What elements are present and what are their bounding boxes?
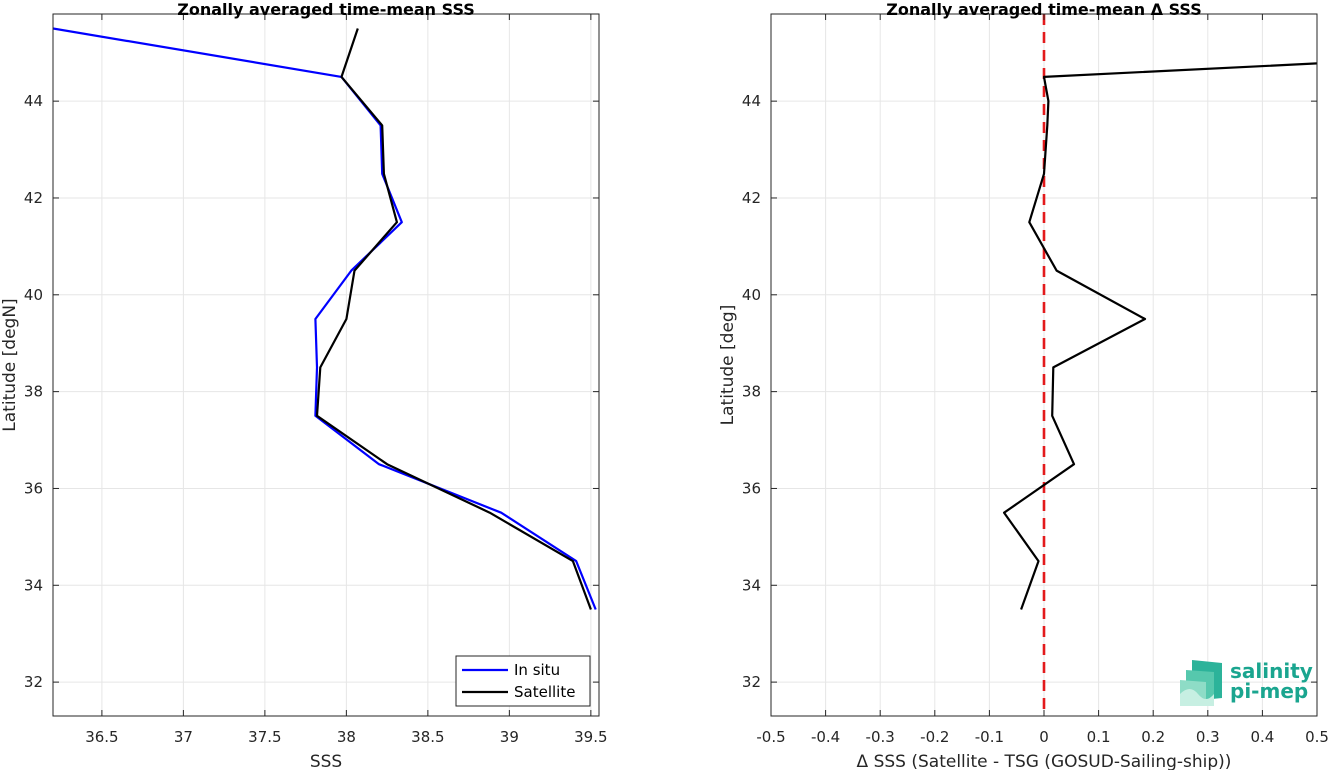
y-tick-label: 34	[742, 576, 761, 594]
y-tick-label: 32	[24, 673, 43, 691]
x-tick-label: -0.1	[975, 728, 1004, 746]
y-tick-label: 38	[742, 383, 761, 401]
y-tick-label: 36	[742, 479, 761, 497]
y-tick-label: 42	[742, 189, 761, 207]
x-tick-label: 39	[500, 728, 519, 746]
plot-area	[53, 14, 599, 716]
chart-title: Zonally averaged time-mean SSS	[177, 0, 475, 19]
legend: In situ Satellite	[455, 655, 591, 707]
x-tick-label: 38	[337, 728, 356, 746]
right-panel-delta-sss-profile: -0.5 -0.4 -0.3 -0.2 -0.1 0 0.1 0.2 0.3 0.4 0.5 32 34…	[718, 0, 1329, 770]
x-tick-label: 37.5	[248, 728, 281, 746]
series-line-satellite	[315, 28, 592, 610]
logo-text-line2: pi-mep	[1230, 679, 1308, 703]
x-tick-label: 0.1	[1087, 728, 1111, 746]
x-tick-label: 38.5	[411, 728, 444, 746]
x-tick-label: -0.3	[866, 728, 895, 746]
y-tick-label: 42	[24, 189, 43, 207]
x-tick-label: 0.5	[1305, 728, 1329, 746]
y-tick-label: 40	[742, 286, 761, 304]
y-tick-label: 44	[742, 92, 761, 110]
y-tick-label: 40	[24, 286, 43, 304]
salinity-pi-mep-logo: salinity pi-mep	[1180, 659, 1313, 706]
x-tick-label: 0.3	[1196, 728, 1220, 746]
y-axis-label: Latitude [degN]	[0, 298, 20, 431]
x-axis-label: Δ SSS (Satellite - TSG (GOSUD-Sailing-sh…	[857, 752, 1232, 770]
y-axis-label: Latitude [deg]	[718, 305, 738, 426]
x-tick-label: 0.4	[1250, 728, 1274, 746]
x-tick-label: 0.2	[1141, 728, 1165, 746]
x-tick-label: -0.4	[811, 728, 840, 746]
legend-label: In situ	[514, 661, 560, 679]
left-panel-sss-profile: 36.5 37 37.5 38 38.5 39 39.5 32 34 36 38 40 42 44 Zona…	[0, 0, 608, 770]
wave-logo-icon	[1180, 660, 1222, 706]
delta-sss-line	[1002, 62, 1317, 610]
y-tick-label: 38	[24, 383, 43, 401]
y-tick-label: 44	[24, 92, 43, 110]
x-axis-label: SSS	[310, 752, 342, 770]
x-tick-label: 39.5	[574, 728, 607, 746]
axes-box	[52, 13, 600, 717]
legend-box	[455, 655, 591, 707]
y-tick-label: 34	[24, 576, 43, 594]
x-tick-label: -0.5	[756, 728, 785, 746]
y-tick-label: 32	[742, 673, 761, 691]
y-tick-label: 36	[24, 479, 43, 497]
logo-text-line1: salinity	[1230, 659, 1313, 683]
x-tick-label: 37	[174, 728, 193, 746]
x-tick-label: 36.5	[85, 728, 118, 746]
x-tick-label: -0.2	[920, 728, 949, 746]
chart-title: Zonally averaged time-mean Δ SSS	[886, 0, 1202, 19]
series-line-in-situ	[53, 27, 597, 610]
x-tick-label: 0	[1039, 728, 1049, 746]
legend-label: Satellite	[514, 683, 575, 701]
